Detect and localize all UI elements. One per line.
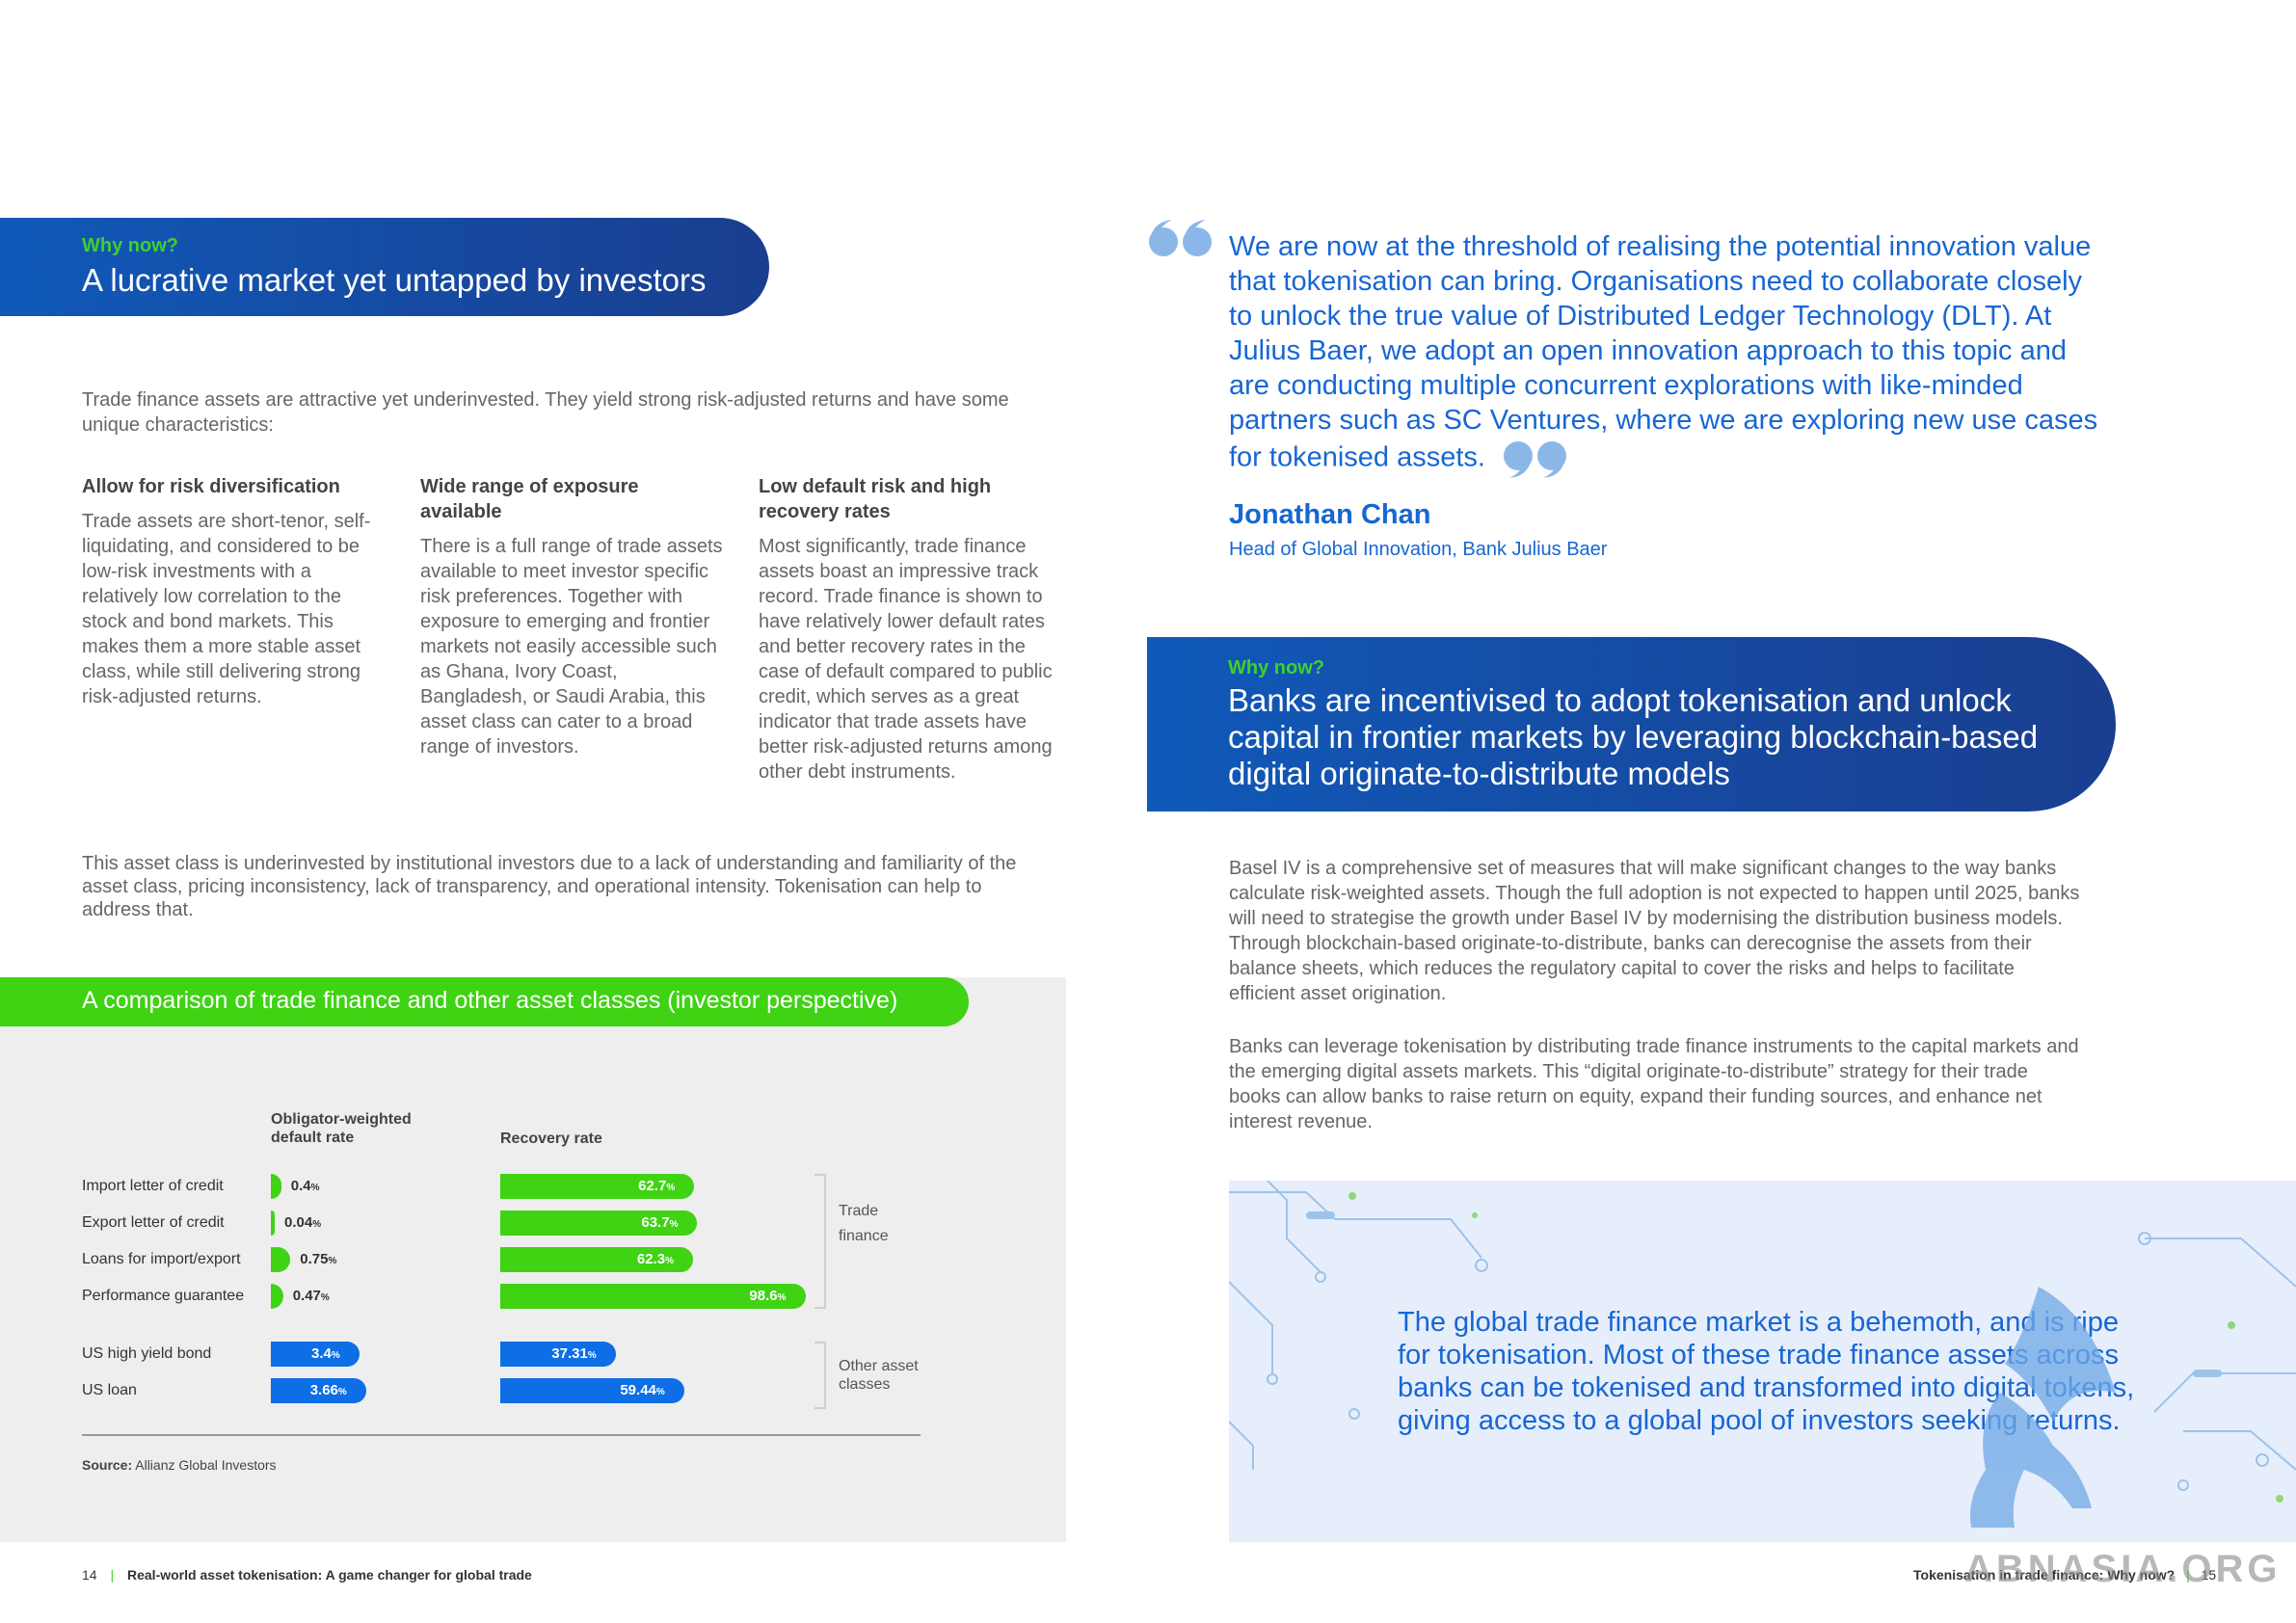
chart-source: Source: Allianz Global Investors <box>82 1457 277 1473</box>
title-banner-left <box>0 218 769 316</box>
default-rate-bar <box>271 1284 283 1309</box>
group-label-other-assets: Other asset classes <box>839 1358 919 1393</box>
chart-title-banner <box>0 977 969 1026</box>
column-body: There is a full range of trade assets av… <box>420 536 723 758</box>
recovery-rate-bar <box>500 1378 684 1403</box>
circuit-decoration <box>1229 1181 2296 1503</box>
recovery-rate-label: 98.6% <box>749 1288 787 1304</box>
header-default-rate: Obligator-weighted default rate <box>271 1111 412 1146</box>
quote-text: We are now at the threshold of realising… <box>1229 231 2098 473</box>
recovery-rate-label: 62.7% <box>638 1178 676 1194</box>
recovery-rate-bar <box>500 1174 695 1199</box>
bracket-trade-finance <box>814 1174 826 1309</box>
page-number-left: 14 <box>82 1567 97 1583</box>
row-label: Loans for import/export <box>82 1251 241 1267</box>
default-rate-label: 3.66% <box>309 1382 347 1398</box>
source-value: Allianz Global Investors <box>135 1457 277 1473</box>
recovery-rate-label: 63.7% <box>641 1214 679 1231</box>
callout-text: The global trade finance market is a beh… <box>1398 1307 2135 1436</box>
default-rate-label: 0.47% <box>292 1288 330 1304</box>
recovery-rate-bar <box>500 1247 693 1272</box>
header-recovery-rate: Recovery rate <box>500 1131 602 1147</box>
underinvested-paragraph: This asset class is underinvested by ins… <box>82 853 1017 920</box>
column-body: Most significantly, trade finance assets… <box>759 536 1053 783</box>
default-rate-label: 0.04% <box>284 1214 322 1231</box>
row-label: Performance guarantee <box>82 1288 245 1304</box>
distribution-paragraph: Banks can leverage tokenisation by distr… <box>1229 1036 2079 1132</box>
footer-title-right: Tokenisation in trade finance: Why now? <box>1913 1567 2176 1583</box>
kicker-right: Why now? <box>1228 657 1324 678</box>
recovery-rate-label: 59.44% <box>620 1382 665 1398</box>
row-label: US high yield bond <box>82 1345 212 1362</box>
column-risk-diversification: Allow for risk diversification Trade ass… <box>82 474 381 709</box>
column-body: Trade assets are short-tenor, self-liqui… <box>82 511 371 707</box>
quote-author-name: Jonathan Chan <box>1229 499 1431 530</box>
title-banner-right <box>1147 637 2116 812</box>
basel-paragraph: Basel IV is a comprehensive set of measu… <box>1229 858 2080 1004</box>
column-heading: Allow for risk diversification <box>82 476 340 497</box>
footer-title-left: Real-world asset tokenisation: A game ch… <box>127 1567 532 1583</box>
column-low-default: Low default risk and high recovery rates… <box>759 474 1062 785</box>
default-rate-label: 0.4% <box>290 1178 320 1194</box>
recovery-rate-label: 62.3% <box>636 1251 674 1267</box>
chart-divider <box>82 1434 921 1436</box>
bracket-other-assets <box>814 1342 826 1409</box>
column-wide-exposure: Wide range of exposure available There i… <box>420 474 729 759</box>
source-label: Source: <box>82 1457 133 1473</box>
default-rate-label: 3.4% <box>311 1345 340 1362</box>
footer-separator: | <box>2186 1567 2190 1583</box>
default-rate-bar <box>271 1342 360 1367</box>
column-heading: Low default risk and high recovery rates <box>759 476 992 522</box>
quote-author-role: Head of Global Innovation, Bank Julius B… <box>1229 539 1608 560</box>
callout-box <box>1229 1181 2296 1542</box>
default-rate-bar <box>271 1247 291 1272</box>
recovery-rate-bar <box>500 1342 616 1367</box>
watermark-text: ABNASIA.ORG <box>1964 1548 2282 1590</box>
close-quote-icon <box>1504 441 1567 478</box>
default-rate-bar <box>271 1211 275 1236</box>
open-quote-icon <box>1149 220 1212 256</box>
recovery-rate-label: 37.31% <box>551 1345 597 1362</box>
footer-left: 14 | Real-world asset tokenisation: A ga… <box>82 1567 532 1583</box>
footer-separator: | <box>110 1567 115 1583</box>
default-rate-bar <box>271 1174 281 1199</box>
page-title-left: A lucrative market yet untapped by inves… <box>82 262 707 298</box>
row-label: Import letter of credit <box>82 1178 224 1194</box>
default-rate-bar <box>271 1378 366 1403</box>
column-heading: Wide range of exposure available <box>420 476 639 522</box>
row-label: Export letter of credit <box>82 1214 225 1231</box>
griffin-watermark-icon <box>1970 1287 2116 1528</box>
recovery-rate-bar <box>500 1211 698 1236</box>
kicker-left: Why now? <box>82 235 178 256</box>
group-label-trade-finance: Trade finance <box>839 1203 889 1244</box>
recovery-rate-bar <box>500 1284 806 1309</box>
page-number-right: 15 <box>2201 1567 2217 1583</box>
chart-title: A comparison of trade finance and other … <box>82 987 898 1014</box>
testimonial-quote: We are now at the threshold of realising… <box>1229 229 2111 480</box>
row-label: US loan <box>82 1382 137 1398</box>
default-rate-label: 0.75% <box>300 1251 337 1267</box>
page-title-right: Banks are incentivised to adopt tokenisa… <box>1228 682 2039 791</box>
intro-paragraph: Trade finance assets are attractive yet … <box>82 389 1009 436</box>
footer-right: Tokenisation in trade finance: Why now? … <box>1913 1567 2216 1583</box>
